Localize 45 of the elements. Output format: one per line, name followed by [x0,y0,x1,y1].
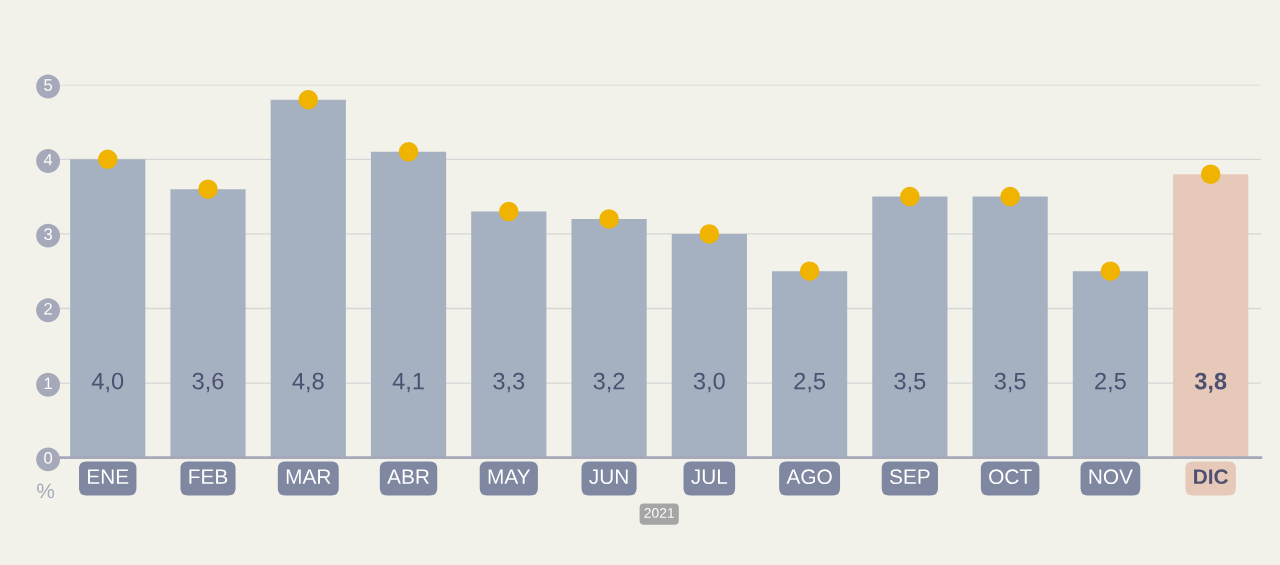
point [799,261,820,281]
point [599,209,619,229]
y-tick-label: 4 [43,153,53,166]
y-axis-title: % [37,483,55,499]
data-label: 4,0 [91,372,124,393]
point [900,186,920,207]
point [97,149,118,170]
x-tick-label: MAY [488,469,531,484]
data-label: 3,0 [693,372,725,393]
x-tick-label: JUL [691,469,728,485]
data-label: 3,8 [1194,372,1227,393]
x-tick-label: MAR [286,469,331,484]
x-tick-label: DIC [1194,469,1229,485]
point [499,201,519,222]
y-tick-label: 2 [44,302,52,315]
x-tick-label: NOV [1089,469,1133,485]
point [198,179,218,199]
x-axis-title: 2021 [644,507,674,518]
x-tick-label: ABR [387,469,429,484]
x-tick-label: SEP [889,469,930,485]
point [699,224,720,244]
data-label: 3,5 [894,372,926,393]
y-tick-label: 3 [44,228,53,241]
y-tick-label: 5 [44,79,53,91]
data-label: 2,5 [794,372,826,393]
point [298,89,319,110]
bar [1173,174,1249,458]
data-label: 2,5 [1095,372,1126,393]
x-tick-label: AGO [786,469,832,485]
point [1100,261,1121,281]
point [1200,164,1221,184]
y-tick-label: 1 [44,377,52,390]
x-tick-label: ENE [88,469,129,484]
x-tick-label: FEB [189,469,228,484]
data-label: 3,3 [493,372,525,393]
data-label: 3,6 [192,372,224,393]
y-tick-label: 0 [44,452,53,464]
point [398,142,419,162]
point [1000,186,1020,207]
data-label: 3,2 [593,372,625,393]
data-label: 3,5 [994,372,1026,393]
data-label: 4,1 [392,372,424,393]
x-tick-label: OCT [989,469,1032,485]
data-label: 4,8 [292,372,324,393]
x-tick-label: JUN [589,469,628,485]
